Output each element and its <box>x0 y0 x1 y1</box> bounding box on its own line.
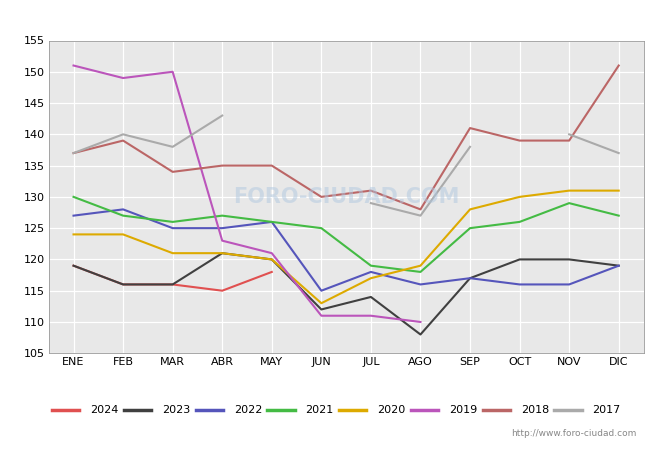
Text: 2020: 2020 <box>377 405 406 415</box>
Text: http://www.foro-ciudad.com: http://www.foro-ciudad.com <box>512 429 637 438</box>
Text: 2021: 2021 <box>306 405 333 415</box>
Text: 2023: 2023 <box>162 405 190 415</box>
Text: FORO-CIUDAD.COM: FORO-CIUDAD.COM <box>233 187 460 207</box>
Text: 2019: 2019 <box>449 405 477 415</box>
Text: 2024: 2024 <box>90 405 118 415</box>
Text: Afiliados en Muga de Sayago a 31/5/2024: Afiliados en Muga de Sayago a 31/5/2024 <box>132 9 518 27</box>
Text: 2017: 2017 <box>593 405 621 415</box>
Text: 2022: 2022 <box>234 405 262 415</box>
Text: 2018: 2018 <box>521 405 549 415</box>
